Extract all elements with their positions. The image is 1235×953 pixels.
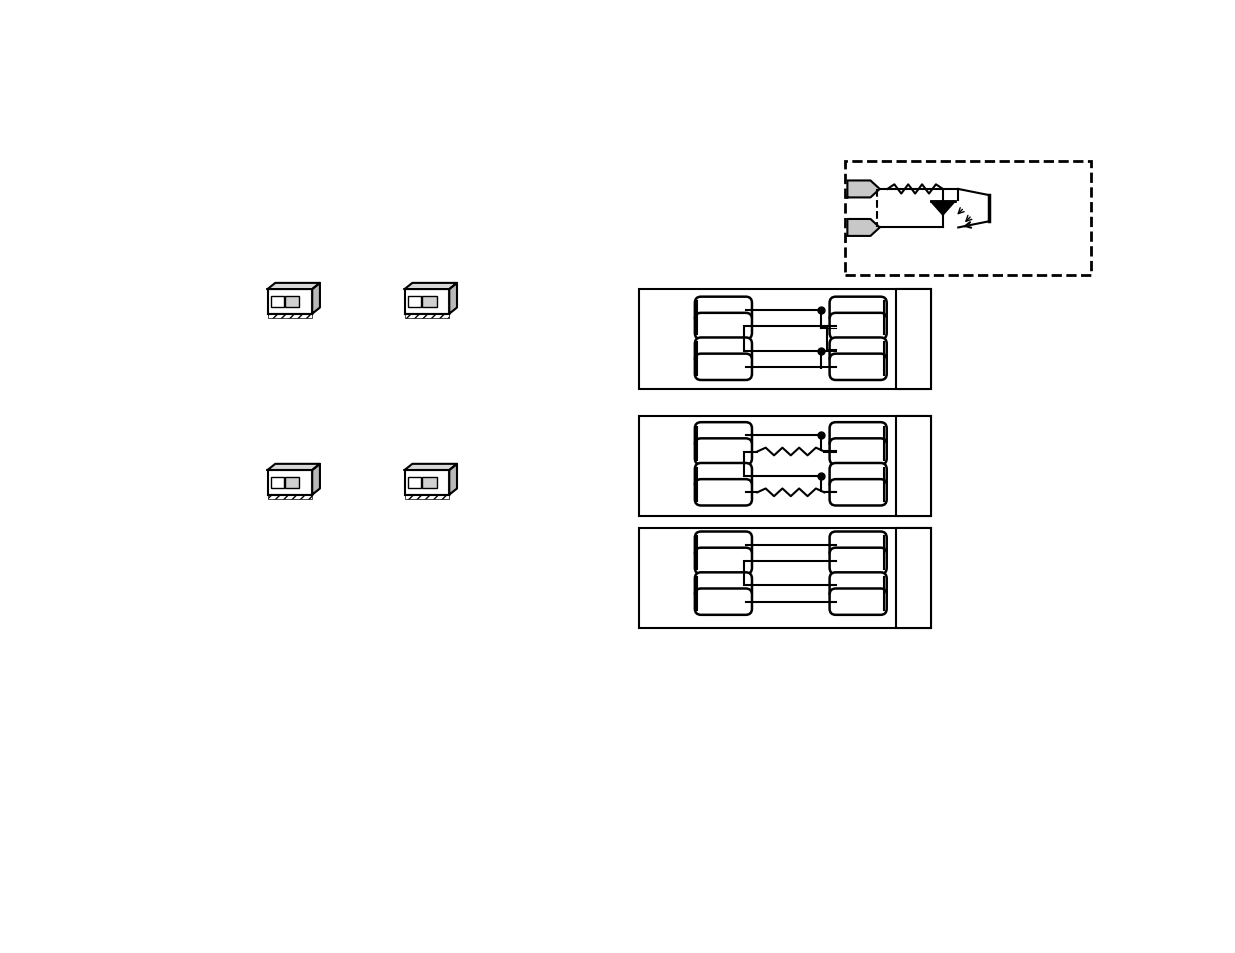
Polygon shape: [312, 284, 320, 314]
Bar: [268, 290, 312, 314]
Polygon shape: [847, 181, 879, 198]
FancyBboxPatch shape: [695, 573, 752, 599]
Bar: [895, 528, 931, 628]
Bar: [845, 162, 1092, 275]
Polygon shape: [268, 464, 320, 471]
FancyBboxPatch shape: [830, 548, 887, 575]
Bar: [638, 290, 931, 390]
Polygon shape: [450, 284, 457, 314]
Bar: [638, 416, 931, 517]
FancyBboxPatch shape: [695, 439, 752, 465]
Polygon shape: [847, 220, 879, 236]
Bar: [272, 296, 284, 308]
Bar: [405, 314, 450, 319]
FancyBboxPatch shape: [830, 439, 887, 465]
Bar: [268, 496, 312, 499]
FancyBboxPatch shape: [695, 297, 752, 324]
Bar: [268, 314, 312, 319]
FancyBboxPatch shape: [695, 423, 752, 449]
Bar: [409, 296, 421, 308]
Polygon shape: [930, 202, 955, 216]
Polygon shape: [450, 464, 457, 496]
FancyBboxPatch shape: [830, 532, 887, 558]
FancyBboxPatch shape: [830, 338, 887, 364]
FancyBboxPatch shape: [830, 479, 887, 506]
FancyBboxPatch shape: [695, 314, 752, 340]
FancyBboxPatch shape: [830, 314, 887, 340]
Bar: [272, 477, 284, 488]
FancyBboxPatch shape: [830, 463, 887, 490]
FancyBboxPatch shape: [830, 355, 887, 380]
Bar: [895, 416, 931, 517]
Bar: [285, 296, 299, 308]
FancyBboxPatch shape: [695, 479, 752, 506]
Bar: [405, 471, 450, 496]
FancyBboxPatch shape: [695, 463, 752, 490]
Bar: [409, 477, 421, 488]
FancyBboxPatch shape: [695, 589, 752, 616]
Bar: [285, 477, 299, 488]
Bar: [895, 290, 931, 390]
FancyBboxPatch shape: [695, 532, 752, 558]
Bar: [405, 496, 450, 499]
Bar: [268, 471, 312, 496]
Polygon shape: [405, 464, 457, 471]
FancyBboxPatch shape: [830, 573, 887, 599]
Polygon shape: [312, 464, 320, 496]
Bar: [422, 296, 436, 308]
Bar: [405, 290, 450, 314]
FancyBboxPatch shape: [830, 297, 887, 324]
Bar: [638, 528, 931, 628]
Polygon shape: [268, 284, 320, 290]
FancyBboxPatch shape: [830, 589, 887, 616]
Polygon shape: [405, 284, 457, 290]
FancyBboxPatch shape: [830, 423, 887, 449]
FancyBboxPatch shape: [695, 355, 752, 380]
FancyBboxPatch shape: [695, 548, 752, 575]
Bar: [422, 477, 436, 488]
FancyBboxPatch shape: [695, 338, 752, 364]
